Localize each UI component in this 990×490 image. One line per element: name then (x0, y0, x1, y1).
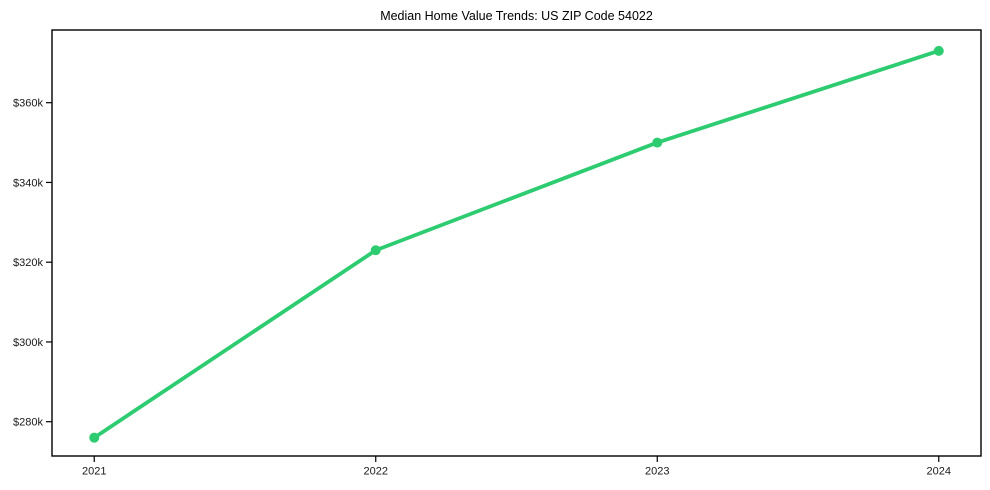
y-tick-label: $280k (13, 417, 43, 429)
data-point (370, 245, 381, 256)
plot-area: $280k $300k $320k $340k $360k 2021 2022 2023 202… (13, 29, 982, 478)
data-point (652, 137, 663, 148)
y-tick-label: $300k (13, 337, 43, 349)
data-point (89, 432, 100, 443)
x-tick-label: 2023 (645, 466, 669, 478)
x-tick-label: 2021 (82, 466, 106, 478)
chart-title: Median Home Value Trends: US ZIP Code 54… (380, 9, 653, 23)
trend-line (92, 48, 941, 440)
y-tick-label: $320k (13, 257, 43, 269)
plot-border (51, 29, 982, 457)
x-tick-label: 2022 (364, 466, 388, 478)
y-tick-label: $360k (13, 98, 43, 110)
y-tick-label: $340k (13, 177, 43, 189)
x-tick-label: 2024 (927, 466, 951, 478)
data-point (933, 45, 944, 56)
